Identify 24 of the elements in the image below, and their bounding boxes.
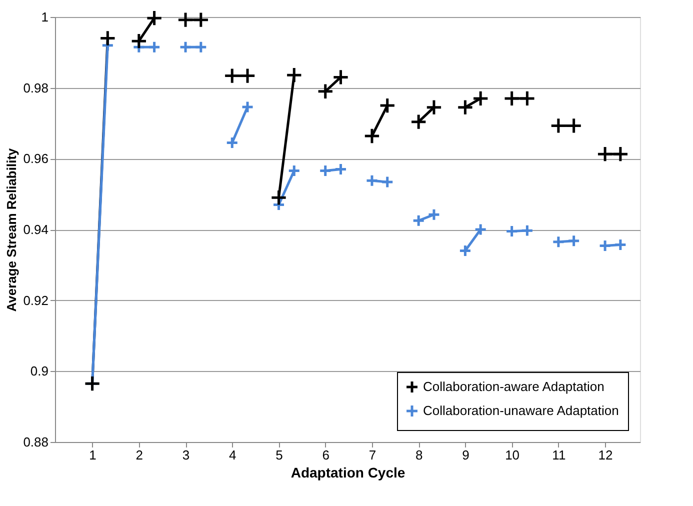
x-tick-label: 7 <box>368 448 376 462</box>
x-tick-label: 4 <box>229 448 236 462</box>
point <box>177 12 194 28</box>
x-tick-label: 6 <box>322 448 330 462</box>
y-tick-label: 0.96 <box>23 151 48 166</box>
x-tick-label: 2 <box>136 448 144 462</box>
x-tick-label: 1 <box>89 448 96 462</box>
y-axis-title: Average Stream Reliability <box>4 147 20 312</box>
y-tick-label: 0.9 <box>30 364 48 379</box>
x-tick-label: 5 <box>276 448 283 462</box>
y-tick-label: 0.98 <box>23 80 48 96</box>
x-tick-label: 3 <box>182 448 190 462</box>
x-tick-label: 12 <box>598 448 613 462</box>
point <box>192 12 210 28</box>
y-tick-label: 0.88 <box>23 434 48 450</box>
x-axis-title: Adaptation Cycle <box>290 464 406 480</box>
y-tick-label: 0.94 <box>23 222 48 237</box>
x-tick-label: 8 <box>415 448 423 462</box>
legend-label: Collaboration-unaware Adaptation <box>423 403 619 418</box>
x-tick-label: 10 <box>505 448 520 462</box>
x-tick-label: 11 <box>552 448 566 462</box>
y-tick-label: 1 <box>41 10 48 24</box>
x-tick-label: 9 <box>462 448 470 462</box>
y-tick-label: 0.92 <box>23 292 48 308</box>
